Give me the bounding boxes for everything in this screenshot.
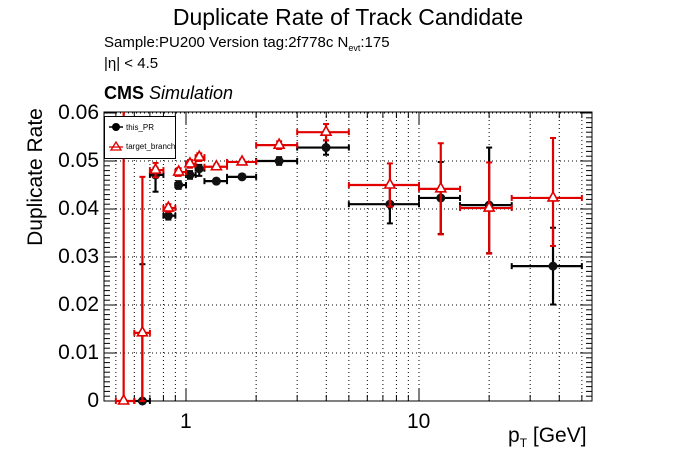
legend-item-this-pr: this_PR [109, 122, 154, 132]
legend-item-target-branch: target_branch [109, 141, 175, 151]
nevt-subscript: evt [348, 43, 361, 53]
cms-label: CMS Simulation [104, 83, 233, 104]
y-tick-label: 0.06 [58, 101, 99, 124]
x-label-sub: T [519, 436, 528, 451]
eta-cut-label: |η| < 4.5 [104, 55, 159, 72]
y-tick-label: 0.05 [58, 149, 99, 172]
x-label-p: p [508, 424, 520, 447]
legend-label: this_PR [126, 122, 155, 132]
cms-bold: CMS [104, 83, 144, 103]
x-axis-label: pT [GeV] [508, 424, 587, 450]
y-tick-label: 0 [87, 389, 99, 412]
filled-circle-marker-icon [109, 123, 123, 131]
chart-title: Duplicate Rate of Track Candidate [172, 4, 524, 30]
nevt-value: :175 [360, 34, 390, 51]
sample-text: Sample:PU200 Version tag:2f778c N [104, 34, 349, 51]
cms-simulation: Simulation [149, 83, 234, 103]
y-tick-label: 0.01 [58, 341, 99, 364]
sample-info: Sample:PU200 Version tag:2f778c Nevt:175 [104, 34, 390, 53]
open-triangle-marker-icon [109, 141, 123, 151]
legend-label: target_branch [126, 141, 176, 151]
legend: this_PR target_branch [104, 116, 176, 159]
y-tick-label: 0.04 [58, 197, 99, 220]
x-tick-label: 1 [180, 410, 192, 433]
x-tick-label: 10 [407, 410, 431, 433]
y-tick-label: 0.02 [58, 293, 99, 316]
x-label-unit: [GeV] [527, 424, 587, 447]
y-tick-label: 0.03 [58, 245, 99, 268]
